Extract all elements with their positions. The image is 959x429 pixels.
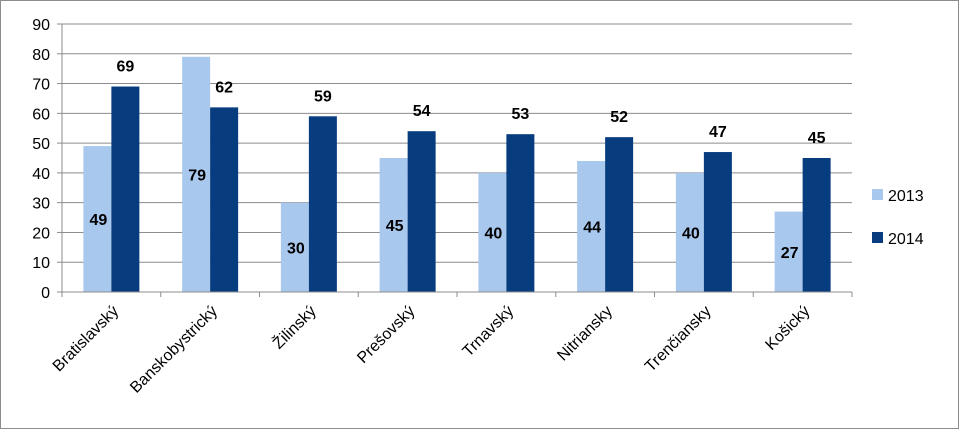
- bar-2013-1: [182, 56, 211, 292]
- bar-2014-2: [308, 116, 337, 292]
- y-tick-label: 0: [41, 285, 50, 302]
- bar-2014-0: [111, 86, 140, 293]
- legend: 2013 2014: [872, 188, 924, 248]
- bar-2014-7: [802, 158, 831, 292]
- data-label-2013-2: 30: [287, 240, 305, 257]
- y-tick-label: 40: [32, 166, 50, 183]
- bar-2013-7: [774, 211, 803, 292]
- x-category-label: Banskobystrický: [127, 303, 221, 397]
- data-label-2014-3: 54: [413, 103, 431, 120]
- bar-2013-2: [280, 202, 309, 292]
- x-category-label: Prešovský: [354, 303, 418, 367]
- data-label-2013-0: 49: [89, 212, 107, 229]
- legend-label-2014: 2014: [888, 231, 924, 248]
- x-category-label: Košický: [762, 303, 813, 354]
- data-label-2013-7: 27: [781, 245, 799, 262]
- x-category-label: Trnavský: [460, 303, 517, 360]
- y-tick-label: 90: [32, 17, 50, 34]
- bar-2014-5: [605, 137, 634, 292]
- bar-2013-4: [478, 172, 507, 292]
- grid-lines: [62, 23, 852, 293]
- data-label-2014-5: 52: [610, 109, 628, 126]
- x-axis: Bratislavský Banskobystrický Žilinský Prešo…: [50, 291, 853, 397]
- data-label-2014-0: 69: [116, 59, 134, 76]
- y-tick-label: 30: [32, 196, 50, 213]
- x-category-label: Bratislavský: [50, 303, 122, 375]
- data-label-2013-6: 40: [682, 225, 700, 242]
- data-label-2014-1: 62: [215, 79, 233, 96]
- data-labels: 49 69 79 62 30 59 45 54 40 53 44 52 40 47 27 45: [89, 59, 825, 262]
- data-label-2013-5: 44: [583, 219, 601, 236]
- bar-2013-0: [83, 146, 112, 292]
- data-label-2013-4: 40: [484, 225, 502, 242]
- data-label-2014-6: 47: [709, 124, 727, 141]
- x-category-label: Žilinský: [269, 301, 320, 352]
- y-tick-label: 80: [32, 47, 50, 64]
- bar-2014-3: [407, 131, 436, 292]
- y-tick-label: 50: [32, 136, 50, 153]
- bar-2014-6: [703, 152, 732, 292]
- bar-2013-6: [675, 172, 704, 292]
- data-label-2014-7: 45: [808, 130, 826, 147]
- y-tick-label: 70: [32, 77, 50, 94]
- legend-label-2013: 2013: [888, 188, 924, 205]
- y-tick-label: 10: [32, 255, 50, 272]
- y-tick-label: 20: [32, 225, 50, 242]
- legend-swatch-2013: [872, 189, 883, 200]
- y-axis: 0 10 20 30 40 50 60 70 80 90: [32, 17, 63, 302]
- legend-swatch-2014: [872, 232, 883, 243]
- data-label-2014-4: 53: [511, 106, 529, 123]
- data-label-2013-3: 45: [386, 218, 404, 235]
- data-label-2014-2: 59: [314, 88, 332, 105]
- y-tick-label: 60: [32, 106, 50, 123]
- bar-2013-5: [577, 160, 606, 292]
- x-category-label: Trenčiansky: [642, 303, 715, 376]
- bars: [83, 56, 831, 293]
- x-category-label: Nitriansky: [554, 303, 616, 365]
- bar-2014-4: [506, 134, 535, 292]
- bar-2013-3: [379, 158, 408, 292]
- data-label-2013-1: 79: [188, 167, 206, 184]
- bar-2014-1: [210, 107, 239, 292]
